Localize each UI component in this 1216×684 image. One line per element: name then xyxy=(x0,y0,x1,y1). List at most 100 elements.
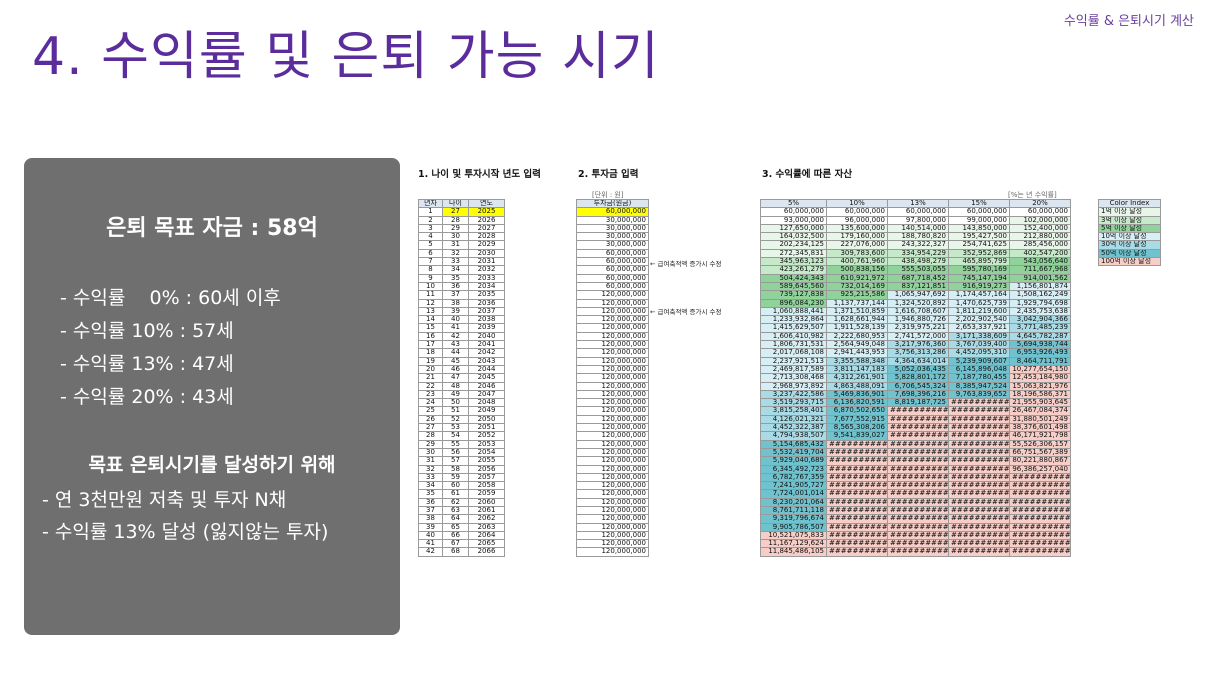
table-row: 11 37 2035 xyxy=(418,290,505,300)
age-cell: 51 xyxy=(442,406,469,416)
investment-cell: 120,000,000 xyxy=(576,539,649,549)
table-row: 36 62 2060 xyxy=(418,497,505,508)
year-no-cell: 27 xyxy=(418,422,443,433)
year-cell: 2048 xyxy=(468,398,505,408)
investment-cell: 30,000,000 xyxy=(576,232,649,242)
asset-cell: 465,895,799 xyxy=(948,257,1010,267)
asset-cell: 1,616,708,607 xyxy=(887,306,949,317)
table-row: 4,452,322,387 8,565,308,206 ########## ####… xyxy=(760,422,1071,433)
plan-list: - 연 3천만원 저축 및 투자 N채 - 수익률 13% 달성 (잃지않는 투… xyxy=(42,484,328,548)
table-row: 30,000,000 xyxy=(576,223,649,234)
year-no-cell: 28 xyxy=(418,431,443,441)
asset-cell: ########## xyxy=(948,539,1010,549)
year-no-cell: 30 xyxy=(418,447,443,458)
year-no-cell: 11 xyxy=(418,290,443,300)
table-row: 120,000,000 xyxy=(576,306,649,317)
year-no-cell: 10 xyxy=(418,281,443,292)
asset-cell: 8,385,947,524 xyxy=(948,381,1010,391)
investment-cell: 60,000,000 xyxy=(576,281,649,292)
investment-cell: 120,000,000 xyxy=(576,389,649,400)
table-row: 60,000,000 xyxy=(576,248,649,259)
age-cell: 48 xyxy=(442,381,469,391)
asset-cell: 1,929,794,698 xyxy=(1009,298,1071,308)
asset-cell: 1,806,731,531 xyxy=(760,340,827,350)
investment-cell: 120,000,000 xyxy=(576,381,649,391)
asset-cell: 2,653,337,921 xyxy=(948,323,1010,333)
asset-cell: 837,121,851 xyxy=(887,281,949,292)
table-row: 5,929,040,689 ########## ########## #######… xyxy=(760,456,1071,466)
table-row: 120,000,000 xyxy=(576,406,649,416)
age-table: 년차 나이 연도 1 27 2025 2 28 2026 3 29 2027 4 30 2028 5 31… xyxy=(418,198,505,557)
asset-cell: 1,946,880,726 xyxy=(887,315,949,325)
year-cell: 2036 xyxy=(468,298,505,308)
investment-cell: 30,000,000 xyxy=(576,223,649,234)
table-row: 120,000,000 xyxy=(576,439,649,449)
note-salary-increase: ← 급여축적액 증가시 수정 xyxy=(650,308,722,316)
year-cell: 2027 xyxy=(468,223,505,234)
header-rate: 13% xyxy=(887,198,949,209)
asset-cell: ########## xyxy=(887,406,949,416)
rate-item: - 수익률 13% : 47세 xyxy=(60,353,234,375)
year-cell: 2032 xyxy=(468,265,505,275)
asset-cell: 3,811,147,183 xyxy=(826,364,888,375)
investment-cell: 120,000,000 xyxy=(576,373,649,383)
asset-cell: 3,237,422,586 xyxy=(760,389,827,400)
age-cell: 63 xyxy=(442,505,469,516)
asset-cell: 60,000,000 xyxy=(826,207,888,217)
asset-cell: ########## xyxy=(948,464,1010,474)
asset-cell: 127,650,000 xyxy=(760,223,827,234)
page-title: 4. 수익률 및 은퇴 가능 시기 xyxy=(32,27,660,87)
asset-cell: 345,963,123 xyxy=(760,257,827,267)
table-row: 423,261,279 500,838,156 555,503,055 595,780… xyxy=(760,265,1071,275)
asset-cell: 3,042,904,366 xyxy=(1009,315,1071,325)
asset-cell: 2,941,443,953 xyxy=(826,348,888,358)
table-row: 29 55 2053 xyxy=(418,439,505,449)
age-cell: 62 xyxy=(442,497,469,508)
table-row: 2,469,817,589 3,811,147,183 5,052,036,435 6… xyxy=(760,364,1071,375)
year-cell: 2060 xyxy=(468,497,505,508)
table-row: 60,000,000 xyxy=(576,265,649,275)
table-row: 120,000,000 xyxy=(576,414,649,425)
year-cell: 2062 xyxy=(468,514,505,524)
year-cell: 2046 xyxy=(468,381,505,391)
year-cell: 2052 xyxy=(468,431,505,441)
investment-cell: 120,000,000 xyxy=(576,489,649,499)
age-cell: 61 xyxy=(442,489,469,499)
table-row: 60,000,000 xyxy=(576,273,649,283)
asset-cell: 9,541,839,027 xyxy=(826,431,888,441)
table-row: 31 57 2055 xyxy=(418,456,505,466)
age-cell: 46 xyxy=(442,364,469,375)
year-cell: 2028 xyxy=(468,232,505,242)
investment-cell: 120,000,000 xyxy=(576,422,649,433)
asset-cell: 6,345,492,723 xyxy=(760,464,827,474)
table-row: 120,000,000 xyxy=(576,315,649,325)
age-cell: 55 xyxy=(442,439,469,449)
asset-cell: 5,154,685,432 xyxy=(760,439,827,449)
year-no-cell: 42 xyxy=(418,547,443,557)
year-cell: 2038 xyxy=(468,315,505,325)
asset-cell: ########## xyxy=(826,522,888,532)
year-cell: 2037 xyxy=(468,306,505,317)
year-no-cell: 38 xyxy=(418,514,443,524)
table-row: 120,000,000 xyxy=(576,356,649,366)
age-cell: 35 xyxy=(442,273,469,283)
table-row: 5,532,419,704 ########## ########## #######… xyxy=(760,447,1071,458)
legend-item: 50억 이상 달성 xyxy=(1098,248,1161,259)
table-row: 9,319,796,674 ########## ########## #######… xyxy=(760,514,1071,524)
section-assets: 3. 수익률에 따른 자산 xyxy=(762,169,853,180)
table-row: 164,032,500 179,160,000 188,780,820 195,427… xyxy=(760,232,1071,242)
asset-cell: ########## xyxy=(887,472,949,483)
asset-cell: 99,000,000 xyxy=(948,215,1010,225)
asset-cell: 504,424,343 xyxy=(760,273,827,283)
table-row: 120,000,000 xyxy=(576,331,649,342)
table-row: 25 51 2049 xyxy=(418,406,505,416)
year-no-cell: 18 xyxy=(418,348,443,358)
age-cell: 54 xyxy=(442,431,469,441)
age-cell: 56 xyxy=(442,447,469,458)
table-row: 12 38 2036 xyxy=(418,298,505,308)
year-no-cell: 14 xyxy=(418,315,443,325)
table-row: 13 39 2037 xyxy=(418,306,505,317)
table-row: 42 68 2066 xyxy=(418,547,505,557)
age-cell: 60 xyxy=(442,481,469,491)
table-row: 7,241,905,727 ########## ########## #######… xyxy=(760,481,1071,491)
